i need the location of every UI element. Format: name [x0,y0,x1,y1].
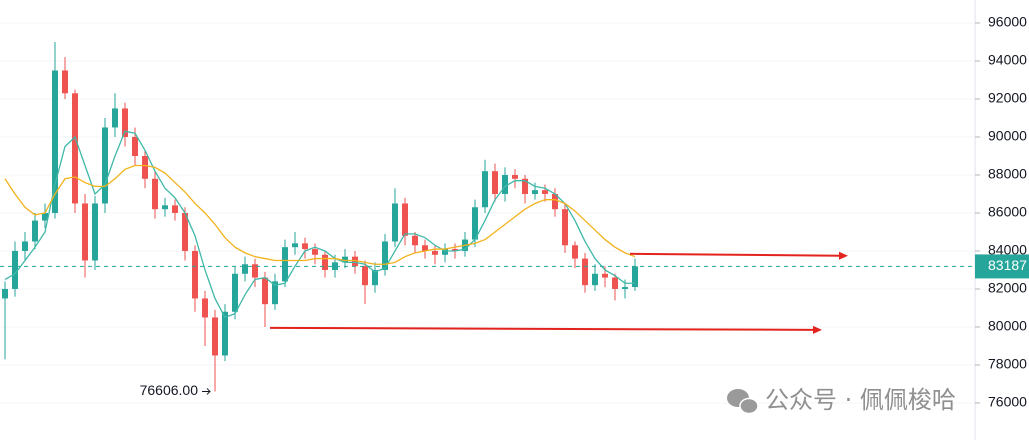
candle-body [22,241,28,251]
candle-body [182,212,188,251]
y-tick-label: 96000 [988,14,1027,30]
wechat-icon [739,397,759,415]
candle-body [572,245,578,259]
y-tick-label: 92000 [988,90,1027,106]
y-tick-label: 88000 [988,166,1027,182]
candle-body [522,178,528,194]
candle-body [92,203,98,261]
candle-body [52,70,58,213]
last-price-tag [975,254,1029,279]
candle-body [612,277,618,289]
candle-body [12,250,18,289]
y-tick-label: 78000 [988,356,1027,372]
candle-body [582,258,588,286]
candle-body [312,249,318,255]
candle-body [472,207,478,240]
candle-body [392,203,398,242]
candle-body [192,250,198,299]
candle-body [492,171,498,194]
candle-body [412,235,418,246]
candle-body [62,70,68,94]
last-price-label: 83187 [988,257,1027,273]
candle-body [322,254,328,270]
candle-body [362,266,368,286]
candle-body [302,243,308,250]
y-tick-label: 82000 [988,280,1027,296]
level-arrow [629,252,843,257]
candle-body [292,243,298,248]
candle-body [172,205,178,213]
candle-body [382,241,388,270]
candle-body [42,212,48,221]
candle-body [232,273,238,312]
candle-body [552,193,558,210]
candle-body [72,93,78,204]
candle-body [432,250,438,255]
candle-body [402,203,408,236]
candle-body [32,220,38,242]
candle-body [422,245,428,251]
candle-body [342,256,348,263]
y-tick-label: 90000 [988,128,1027,144]
candle-body [482,171,488,208]
y-tick-label: 76000 [988,394,1027,410]
candle-body [82,203,88,261]
candle-body [372,269,378,286]
candle-body [142,155,148,179]
candle-body [152,178,158,210]
candle-body [512,174,518,179]
candle-body [102,127,108,204]
candle-body [212,317,218,356]
candle-body [112,108,118,128]
candle-body [602,273,608,278]
watermark: 公众号 · 佩佩梭哈 [727,386,956,415]
candle-body [542,190,548,194]
candle-body [162,205,168,210]
level-arrow [269,326,817,331]
candle-body [2,288,8,299]
candle-body [592,273,598,286]
candle-body [562,209,568,246]
candle-body [442,249,448,255]
moving-average [4,164,636,265]
candle-body [202,298,208,318]
candle-body [632,266,638,288]
arrow-head [839,251,848,260]
y-tick-label: 84000 [988,242,1027,258]
candle-body [282,247,288,282]
moving-average [4,130,635,319]
annotation-arrow [202,388,211,395]
candle-body [252,264,258,278]
candle-body [532,190,538,194]
candle-body [242,264,248,274]
candle-body [272,281,278,305]
candle-body [622,287,628,289]
y-tick-label: 86000 [988,204,1027,220]
y-tick-label: 80000 [988,318,1027,334]
candle-body [502,174,508,194]
candle-body [222,311,228,356]
candle-body [132,136,138,156]
y-tick-label: 94000 [988,52,1027,68]
candle-body [262,277,268,305]
watermark-text: 公众号 · 佩佩梭哈 [765,386,956,414]
candle-body [352,256,358,267]
candle-body [332,262,338,270]
arrow-head [813,325,822,334]
candle-body [122,108,128,137]
low-annotation: 76606.00 [140,382,199,398]
candle-body [452,249,458,251]
